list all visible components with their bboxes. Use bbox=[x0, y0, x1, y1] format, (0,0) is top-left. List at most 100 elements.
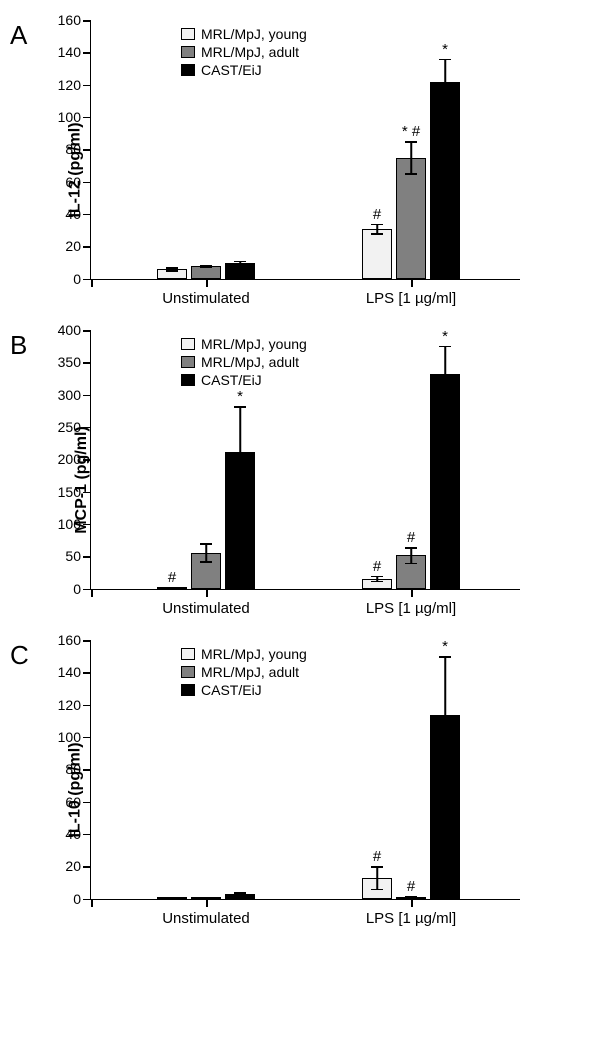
x-tick bbox=[91, 899, 93, 907]
y-tick bbox=[83, 459, 91, 461]
significance-marker: # bbox=[373, 206, 381, 223]
x-tick bbox=[206, 279, 208, 287]
significance-marker: * # bbox=[402, 123, 420, 140]
legend-swatch bbox=[181, 356, 195, 368]
error-bar bbox=[410, 141, 412, 173]
x-tick-label: Unstimulated bbox=[162, 290, 250, 307]
error-cap bbox=[371, 889, 383, 891]
error-cap bbox=[371, 866, 383, 868]
y-axis-label: IL-12 (pg/ml) bbox=[67, 122, 85, 217]
error-cap bbox=[166, 267, 178, 269]
legend-swatch bbox=[181, 374, 195, 386]
legend-swatch bbox=[181, 684, 195, 696]
x-tick bbox=[206, 589, 208, 597]
bar bbox=[157, 897, 187, 899]
x-tick bbox=[206, 899, 208, 907]
y-tick-label: 80 bbox=[43, 761, 81, 777]
legend-item: MRL/MpJ, young bbox=[181, 26, 307, 42]
legend: MRL/MpJ, youngMRL/MpJ, adultCAST/EiJ bbox=[181, 646, 307, 700]
y-tick-label: 60 bbox=[43, 174, 81, 190]
x-tick-label: Unstimulated bbox=[162, 600, 250, 617]
legend-item: CAST/EiJ bbox=[181, 372, 307, 388]
y-tick bbox=[83, 640, 91, 642]
bar bbox=[430, 374, 460, 589]
legend-item: MRL/MpJ, young bbox=[181, 336, 307, 352]
y-tick bbox=[83, 85, 91, 87]
legend-swatch bbox=[181, 46, 195, 58]
y-tick-label: 350 bbox=[43, 354, 81, 370]
legend-swatch bbox=[181, 338, 195, 350]
legend-swatch bbox=[181, 666, 195, 678]
x-tick-label: LPS [1 µg/ml] bbox=[366, 290, 456, 307]
y-tick-label: 300 bbox=[43, 387, 81, 403]
chart-panel-C: CIL-10 (pg/ml)020406080100120140160Unsti… bbox=[10, 640, 590, 940]
legend-label: MRL/MpJ, adult bbox=[201, 664, 299, 680]
error-cap bbox=[166, 270, 178, 272]
legend-swatch bbox=[181, 64, 195, 76]
y-tick-label: 120 bbox=[43, 77, 81, 93]
legend-item: MRL/MpJ, adult bbox=[181, 664, 307, 680]
panel-label: C bbox=[10, 640, 29, 671]
panel-label: A bbox=[10, 20, 27, 51]
y-tick-label: 40 bbox=[43, 206, 81, 222]
y-tick-label: 100 bbox=[43, 516, 81, 532]
legend-label: MRL/MpJ, young bbox=[201, 26, 307, 42]
x-tick-label: LPS [1 µg/ml] bbox=[366, 600, 456, 617]
x-tick bbox=[411, 279, 413, 287]
error-cap bbox=[234, 497, 246, 499]
y-tick-label: 0 bbox=[43, 271, 81, 287]
y-tick bbox=[83, 52, 91, 54]
y-tick-label: 40 bbox=[43, 826, 81, 842]
error-cap bbox=[439, 772, 451, 774]
y-tick bbox=[83, 834, 91, 836]
panel-label: B bbox=[10, 330, 27, 361]
error-bar bbox=[239, 406, 241, 496]
y-tick bbox=[83, 492, 91, 494]
error-bar bbox=[444, 656, 446, 772]
y-tick-label: 80 bbox=[43, 141, 81, 157]
significance-marker: * bbox=[442, 638, 448, 655]
plot-wrap: MCP-1 (pg/ml)050100150200250300350400#*U… bbox=[90, 330, 570, 630]
plot-wrap: IL-12 (pg/ml)020406080100120140160Unstim… bbox=[90, 20, 570, 320]
legend-swatch bbox=[181, 648, 195, 660]
y-tick bbox=[83, 395, 91, 397]
y-tick bbox=[83, 556, 91, 558]
y-tick bbox=[83, 330, 91, 332]
y-tick bbox=[83, 117, 91, 119]
chart-panel-B: BMCP-1 (pg/ml)050100150200250300350400#*… bbox=[10, 330, 590, 630]
legend-label: CAST/EiJ bbox=[201, 372, 262, 388]
error-cap bbox=[234, 406, 246, 408]
error-cap bbox=[405, 547, 417, 549]
y-tick-label: 250 bbox=[43, 419, 81, 435]
chart-panel-A: A IL-12 (pg/ml)020406080100120140160Unsti… bbox=[10, 20, 590, 320]
y-tick bbox=[83, 589, 91, 591]
x-tick bbox=[411, 899, 413, 907]
x-tick bbox=[91, 589, 93, 597]
y-tick bbox=[83, 20, 91, 22]
error-cap bbox=[371, 233, 383, 235]
legend-item: CAST/EiJ bbox=[181, 682, 307, 698]
significance-marker: * bbox=[237, 388, 243, 405]
legend-label: CAST/EiJ bbox=[201, 62, 262, 78]
plot-area: 020406080100120140160Unstimulated##*LPS … bbox=[90, 640, 520, 900]
error-cap bbox=[405, 141, 417, 143]
error-cap bbox=[200, 561, 212, 563]
y-tick-label: 120 bbox=[43, 697, 81, 713]
error-cap bbox=[200, 266, 212, 268]
error-cap bbox=[371, 576, 383, 578]
significance-marker: * bbox=[442, 41, 448, 58]
y-tick bbox=[83, 246, 91, 248]
error-bar bbox=[410, 547, 412, 563]
y-tick-label: 200 bbox=[43, 451, 81, 467]
plot-area: 050100150200250300350400#*Unstimulated##… bbox=[90, 330, 520, 590]
y-tick bbox=[83, 899, 91, 901]
error-cap bbox=[234, 264, 246, 266]
error-cap bbox=[439, 104, 451, 106]
significance-marker: # bbox=[373, 558, 381, 575]
y-tick-label: 160 bbox=[43, 632, 81, 648]
y-tick bbox=[83, 149, 91, 151]
bar bbox=[396, 158, 426, 279]
error-cap bbox=[234, 892, 246, 894]
y-tick bbox=[83, 769, 91, 771]
error-bar bbox=[376, 866, 378, 889]
